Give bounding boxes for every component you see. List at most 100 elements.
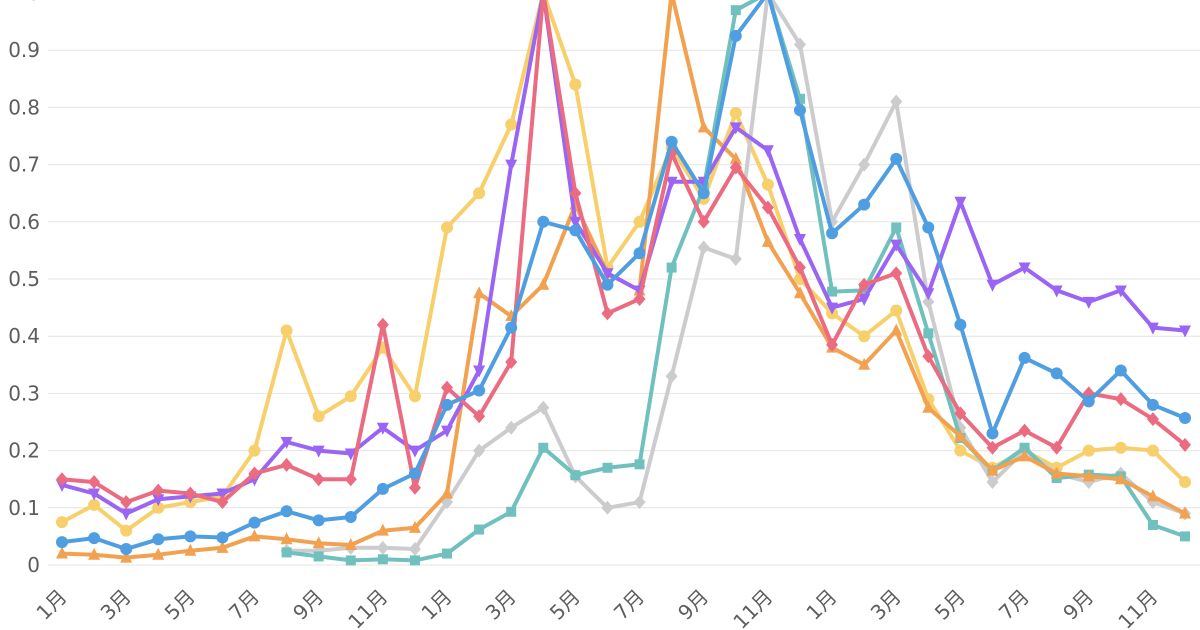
- data-point: [408, 467, 421, 480]
- data-point: [826, 337, 839, 352]
- data-point: [602, 462, 613, 473]
- x-tick-label: 1月: [31, 585, 71, 625]
- data-point: [922, 349, 935, 364]
- data-point: [344, 537, 357, 550]
- data-point: [312, 472, 325, 487]
- data-point: [376, 317, 389, 332]
- data-point: [184, 530, 197, 543]
- data-point: [827, 286, 838, 297]
- data-point: [1114, 472, 1127, 485]
- data-point: [1050, 367, 1063, 380]
- data-point: [697, 187, 710, 200]
- data-point: [1050, 440, 1063, 455]
- data-point: [1019, 442, 1030, 453]
- data-point: [473, 409, 486, 424]
- data-point: [1114, 441, 1127, 454]
- data-point: [1018, 351, 1031, 364]
- data-point: [858, 330, 871, 343]
- data-point: [761, 178, 774, 191]
- data-point: [601, 278, 614, 291]
- data-point: [312, 410, 325, 423]
- data-point: [280, 505, 293, 518]
- data-point: [729, 107, 742, 120]
- data-point: [729, 251, 742, 266]
- data-point: [88, 547, 101, 560]
- data-point: [280, 532, 293, 545]
- x-tick-label: 9月: [673, 585, 713, 625]
- data-point: [376, 540, 389, 555]
- data-point: [280, 324, 293, 337]
- data-point: [633, 495, 646, 510]
- data-point: [56, 472, 68, 487]
- x-tick-label: 5月: [930, 585, 970, 625]
- data-point: [634, 459, 645, 470]
- data-point: [890, 304, 903, 317]
- data-point: [954, 196, 967, 209]
- data-point: [248, 444, 261, 457]
- data-point: [922, 221, 935, 234]
- data-series: [56, 0, 1191, 566]
- data-point: [954, 318, 967, 331]
- data-point: [409, 555, 420, 566]
- data-point: [505, 159, 518, 172]
- data-point: [473, 384, 486, 397]
- x-tick-label: 11月: [728, 585, 777, 630]
- data-point: [986, 440, 999, 455]
- data-point: [120, 550, 133, 563]
- x-tick-label: 9月: [1058, 585, 1098, 625]
- data-point: [793, 286, 806, 299]
- data-point: [1179, 411, 1191, 424]
- data-point: [441, 380, 454, 395]
- data-point: [922, 288, 935, 301]
- data-point: [88, 488, 101, 501]
- data-point: [923, 328, 934, 339]
- data-point: [858, 357, 871, 370]
- y-tick-label: 1.0: [8, 0, 40, 5]
- x-tick-label: 5月: [545, 585, 585, 625]
- data-point: [697, 214, 710, 229]
- x-tick-label: 7月: [609, 585, 649, 625]
- y-tick-label: 0.7: [8, 153, 40, 177]
- data-point: [505, 118, 518, 131]
- x-tick-label: 7月: [224, 585, 264, 625]
- data-point: [633, 292, 646, 307]
- y-tick-label: 0.9: [8, 38, 40, 62]
- data-point: [954, 444, 967, 457]
- data-point: [1146, 489, 1159, 502]
- data-point: [569, 186, 582, 201]
- data-point: [891, 222, 902, 233]
- data-point: [344, 510, 357, 523]
- data-point: [441, 221, 454, 234]
- data-point: [665, 369, 678, 384]
- data-point: [537, 277, 550, 290]
- data-point: [537, 215, 550, 228]
- data-point: [569, 224, 582, 237]
- data-point: [505, 354, 518, 369]
- data-point: [216, 488, 229, 501]
- data-point: [858, 198, 871, 211]
- data-point: [312, 536, 325, 549]
- x-tick-label: 7月: [994, 585, 1034, 625]
- data-point: [1179, 325, 1191, 338]
- gridlines: [48, 49, 1200, 566]
- y-tick-label: 0.1: [8, 496, 40, 520]
- data-point: [1179, 506, 1191, 519]
- data-point: [441, 425, 454, 438]
- data-point: [248, 516, 261, 529]
- data-point: [216, 531, 229, 544]
- data-point: [1180, 531, 1190, 542]
- data-point: [1018, 262, 1031, 275]
- data-point: [216, 495, 229, 510]
- data-point: [986, 475, 999, 490]
- data-point: [761, 200, 774, 215]
- data-point: [794, 93, 805, 104]
- data-point: [986, 279, 999, 292]
- data-point: [761, 234, 774, 247]
- series-line: [60, 0, 1187, 516]
- data-point: [601, 268, 614, 281]
- data-point: [954, 429, 967, 442]
- data-point: [570, 470, 581, 481]
- x-tick-label: 1月: [801, 585, 841, 625]
- x-tick-label: 1月: [416, 585, 456, 625]
- data-point: [601, 500, 614, 515]
